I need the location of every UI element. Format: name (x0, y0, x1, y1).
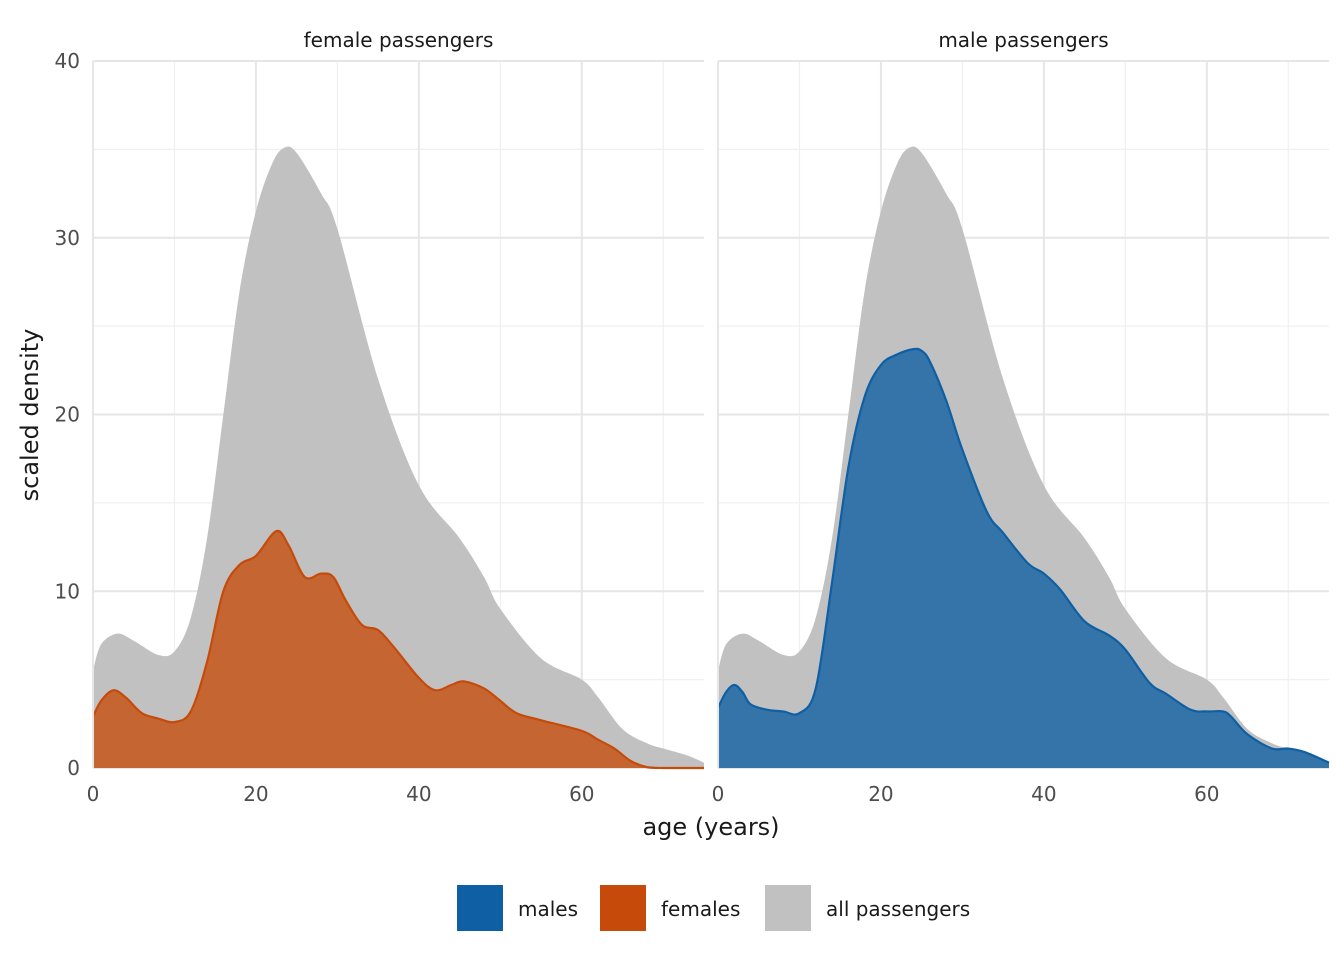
area-females (93, 530, 704, 768)
facet-panel-female: female passengers 0 20 40 60 0 10 20 30 40 (55, 28, 704, 806)
y-tick-label: 0 (67, 756, 80, 780)
line-males (717, 347, 1330, 764)
x-axis-title: age (years) (642, 813, 779, 841)
x-tick-label: 60 (1194, 782, 1219, 806)
facet-panel-male: male passengers 0 20 40 60 (712, 28, 1330, 806)
y-tick-label: 20 (55, 403, 80, 427)
facet-title-female: female passengers (304, 28, 494, 52)
y-tick-label: 30 (55, 226, 80, 250)
legend-label-all-passengers: all passengers (826, 897, 970, 921)
x-tick-label: 60 (569, 782, 594, 806)
x-tick-label: 40 (1031, 782, 1056, 806)
line-females (92, 529, 704, 770)
y-tick-label: 10 (55, 579, 80, 603)
x-tick-label: 20 (243, 782, 268, 806)
area-males (718, 348, 1329, 768)
x-tick-label: 0 (712, 782, 725, 806)
facet-title-male: male passengers (938, 28, 1108, 52)
legend-label-females: females (661, 897, 740, 921)
legend-swatch-males (457, 885, 503, 931)
y-axis-title: scaled density (16, 329, 44, 502)
y-tick-label: 40 (55, 49, 80, 73)
legend-label-males: males (518, 897, 578, 921)
legend-swatch-all-passengers (765, 885, 811, 931)
legend: males females all passengers (457, 885, 970, 931)
legend-swatch-females (600, 885, 646, 931)
x-tick-label: 0 (87, 782, 100, 806)
x-tick-label: 40 (406, 782, 431, 806)
x-tick-label: 20 (868, 782, 893, 806)
